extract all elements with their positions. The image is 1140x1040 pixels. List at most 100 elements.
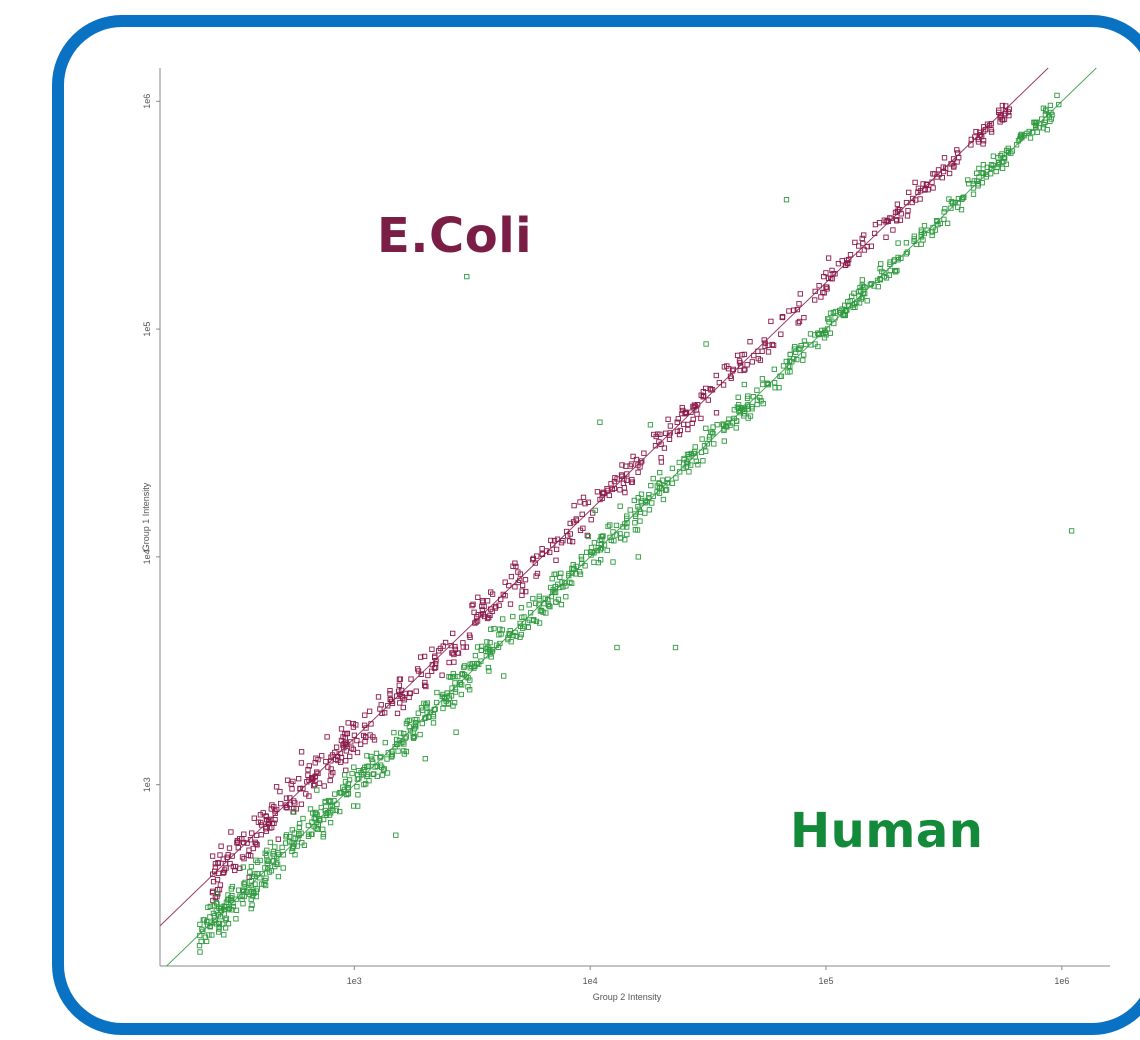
ecoli-point xyxy=(852,239,858,246)
ecoli-point xyxy=(273,784,280,790)
ecoli-point xyxy=(330,769,336,776)
ecoli-point xyxy=(567,531,573,537)
ecoli-point xyxy=(612,475,618,481)
ecoli-point xyxy=(747,339,753,345)
human-point xyxy=(510,613,516,620)
human-point xyxy=(292,835,298,842)
human-point xyxy=(703,448,709,454)
ecoli-point xyxy=(258,832,264,838)
human-point xyxy=(450,671,456,677)
human-point xyxy=(624,515,630,522)
ecoli-point xyxy=(940,164,946,170)
ecoli-point xyxy=(923,181,930,187)
human-point xyxy=(410,735,417,741)
human-point xyxy=(395,748,401,754)
ecoli-point xyxy=(515,569,521,575)
human-point xyxy=(536,602,542,608)
human-point xyxy=(627,507,633,513)
human-point xyxy=(290,845,296,852)
human-point xyxy=(955,200,961,206)
ecoli-point xyxy=(400,695,406,701)
human-point xyxy=(894,267,900,274)
ecoli-point xyxy=(635,469,641,475)
human-point xyxy=(1021,133,1027,139)
ecoli-point xyxy=(666,432,673,438)
human-point xyxy=(467,687,473,693)
human-point xyxy=(970,185,977,191)
human-point xyxy=(646,495,652,501)
ecoli-point xyxy=(473,619,479,625)
ecoli-point xyxy=(210,871,216,877)
ecoli-point xyxy=(220,870,226,876)
human-point xyxy=(313,809,319,816)
ecoli-point xyxy=(343,767,349,773)
human-point xyxy=(794,356,800,363)
human-point xyxy=(419,720,425,727)
human-point xyxy=(401,751,407,757)
ecoli-point xyxy=(237,865,243,871)
ecoli-point xyxy=(539,546,545,552)
human-point xyxy=(254,871,260,877)
human-point xyxy=(296,820,303,827)
human-point xyxy=(207,924,213,930)
ecoli-point xyxy=(463,644,470,650)
ecoli-label: E.Coli xyxy=(377,208,533,264)
human-point xyxy=(296,830,302,837)
human-point xyxy=(400,739,406,745)
human-point xyxy=(610,559,616,565)
human-point xyxy=(816,331,822,338)
y-axis-label: Group 1 Intensity xyxy=(141,482,151,551)
human-point xyxy=(364,753,370,759)
human-point xyxy=(881,273,887,280)
human-point xyxy=(246,891,253,897)
human-point xyxy=(264,857,270,863)
ecoli-point xyxy=(599,490,606,497)
human-point xyxy=(654,489,660,495)
ecoli-point xyxy=(821,290,827,296)
ecoli-point xyxy=(241,856,247,862)
human-point xyxy=(488,654,494,660)
human-point xyxy=(637,518,643,524)
ecoli-point xyxy=(707,386,713,392)
human-point xyxy=(236,887,242,893)
human-point xyxy=(305,822,312,829)
human-point xyxy=(296,824,302,830)
human-point xyxy=(371,771,377,777)
ecoli-point xyxy=(315,770,321,777)
ecoli-point xyxy=(362,712,368,718)
human-point xyxy=(924,227,930,233)
ecoli-point xyxy=(304,779,310,785)
ecoli-point xyxy=(448,642,454,649)
human-point xyxy=(464,273,470,280)
ecoli-point xyxy=(744,362,750,368)
human-point xyxy=(337,808,343,815)
human-point xyxy=(275,849,281,856)
human-point xyxy=(1044,127,1050,133)
human-point xyxy=(904,249,911,255)
ecoli-point xyxy=(577,527,584,533)
human-point xyxy=(683,464,689,470)
ecoli-point xyxy=(515,579,521,586)
ecoli-point xyxy=(903,199,910,206)
human-point xyxy=(750,394,757,400)
human-point xyxy=(691,450,697,457)
human-point xyxy=(563,583,569,589)
human-point xyxy=(745,402,751,408)
y-tick-label: 1e5 xyxy=(142,322,152,337)
ecoli-point xyxy=(268,806,274,812)
ecoli-point xyxy=(342,739,348,746)
human-point xyxy=(361,767,367,773)
x-tick-label: 1e6 xyxy=(1054,976,1069,986)
ecoli-point xyxy=(894,216,900,223)
ecoli-point xyxy=(378,702,384,708)
human-point xyxy=(771,366,777,372)
ecoli-point xyxy=(600,489,606,495)
human-point xyxy=(326,812,333,818)
human-point xyxy=(430,720,437,726)
human-point xyxy=(248,896,254,903)
ecoli-point xyxy=(316,780,323,786)
human-point xyxy=(607,522,613,528)
human-point xyxy=(398,730,404,736)
human-point xyxy=(822,329,828,336)
ecoli-point xyxy=(354,737,360,744)
